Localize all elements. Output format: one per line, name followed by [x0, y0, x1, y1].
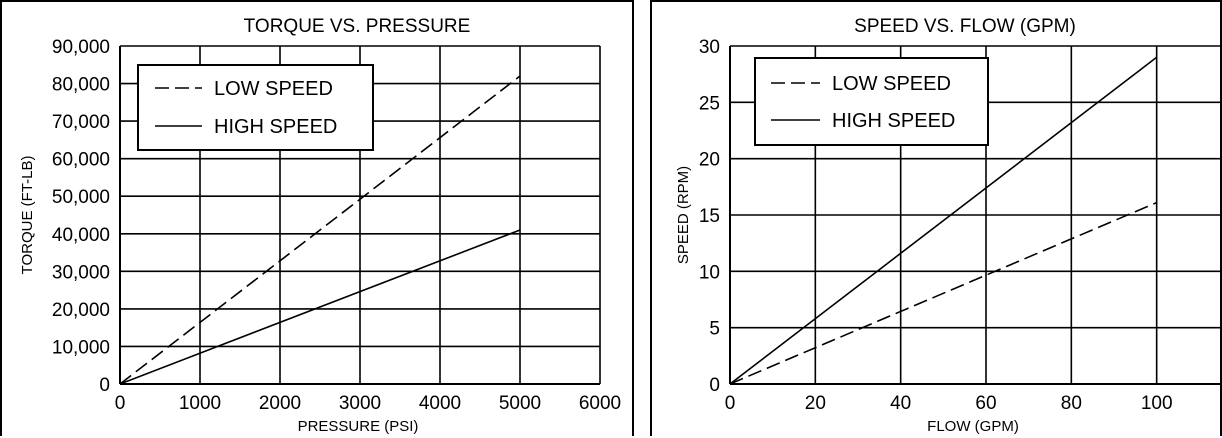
x-tick-label: 20 [805, 393, 826, 414]
x-tick-label: 40 [890, 393, 911, 414]
y-tick-label: 5 [709, 319, 720, 340]
x-tick-label: 0 [115, 393, 126, 414]
y-axis-label: TORQUE (FT-LB) [19, 156, 36, 275]
y-tick-label: 20 [699, 150, 720, 171]
y-tick-label: 70,000 [52, 112, 110, 133]
chart-title: SPEED VS. FLOW (GPM) [854, 16, 1076, 37]
y-tick-label: 80,000 [52, 75, 110, 96]
x-tick-label: 60 [975, 393, 996, 414]
torque-pressure-panel: TORQUE VS. PRESSURE 0 1000 2000 3000 4000 5000… [0, 0, 634, 436]
y-axis-label: SPEED (RPM) [675, 166, 692, 264]
x-axis-label: PRESSURE (PSI) [298, 418, 419, 435]
x-tick-label: 6000 [579, 393, 621, 414]
speed-flow-panel: SPEED VS. FLOW (GPM)02040608010012005101… [650, 0, 1222, 436]
y-tick-label: 0 [709, 375, 720, 396]
x-tick-label: 4000 [419, 393, 461, 414]
y-tick-label: 40,000 [52, 225, 110, 246]
x-tick-label: 5000 [499, 393, 541, 414]
x-tick-label: 2000 [259, 393, 301, 414]
high-speed-series-line [729, 56, 1158, 385]
legend-high-speed-label: HIGH SPEED [214, 116, 337, 138]
y-tick-label: 25 [699, 93, 720, 114]
chart-title: TORQUE VS. PRESSURE [244, 16, 471, 37]
legend-box [754, 57, 989, 146]
legend-low-speed-label: LOW SPEED [214, 78, 333, 100]
x-axis-label: FLOW (GPM) [927, 418, 1019, 435]
x-tick-label: 0 [725, 393, 736, 414]
x-tick-label: 100 [1141, 393, 1173, 414]
legend-low-speed-label: LOW SPEED [832, 73, 951, 95]
high-speed-series-line [119, 229, 521, 385]
low-speed-series-line [729, 201, 1157, 385]
x-tick-label: 80 [1061, 393, 1082, 414]
chart-svg: SPEED VS. FLOW (GPM)02040608010012005101… [675, 16, 1222, 435]
y-tick-label: 30,000 [52, 262, 110, 283]
x-tick-label: 1000 [179, 393, 221, 414]
legend-high-speed-label: HIGH SPEED [832, 110, 955, 132]
y-tick-label: 30 [699, 37, 720, 58]
y-tick-label: 10,000 [52, 337, 110, 358]
legend-box [137, 64, 374, 151]
y-tick-label: 20,000 [52, 300, 110, 321]
low-speed-series-line [119, 75, 521, 385]
y-tick-label: 50,000 [52, 187, 110, 208]
y-tick-label: 0 [99, 375, 110, 396]
y-tick-label: 15 [699, 206, 720, 227]
y-tick-label: 90,000 [52, 37, 110, 58]
chart-svg: TORQUE VS. PRESSURE 0 1000 2000 3000 4000 5000… [19, 16, 621, 435]
x-tick-label: 3000 [339, 393, 381, 414]
y-tick-label: 60,000 [52, 150, 110, 171]
y-tick-label: 10 [699, 262, 720, 283]
